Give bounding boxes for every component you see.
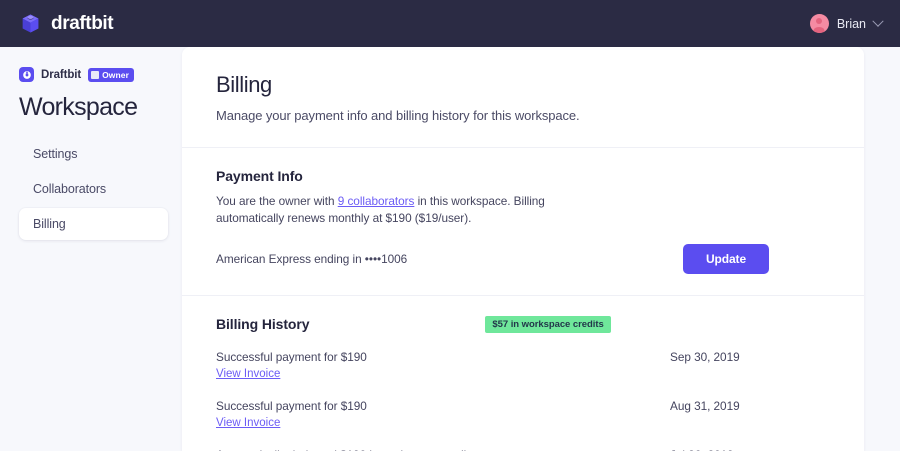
- payment-info-section: Payment Info You are the owner with 9 co…: [182, 148, 864, 295]
- sidebar-item-billing[interactable]: Billing: [19, 208, 168, 240]
- main-content: Billing Manage your payment info and bil…: [182, 47, 900, 451]
- workspace-title: Workspace: [19, 93, 138, 121]
- badge-square-icon: [91, 70, 100, 79]
- brand-name: draftbit: [51, 12, 114, 34]
- section-divider-2: [182, 294, 864, 296]
- payment-info-text-after: in this workspace. Billing automatically…: [216, 194, 545, 225]
- workspace-app-name: Draftbit: [41, 68, 82, 81]
- history-entry: Automatically deducted $190 in workspace…: [216, 448, 475, 451]
- sidebar: Draftbit Owner Workspace Settings Collab…: [0, 47, 182, 451]
- chevron-down-icon: [872, 15, 884, 27]
- page-title: Billing: [216, 72, 272, 97]
- history-description: Automatically deducted $190 in workspace…: [216, 448, 475, 451]
- sidebar-item-collaborators[interactable]: Collaborators: [33, 182, 107, 196]
- billing-history-title: Billing History: [216, 316, 310, 332]
- user-name-label: Brian: [836, 16, 866, 31]
- billing-card: Billing Manage your payment info and bil…: [182, 47, 864, 451]
- history-description: Successful payment for $190: [216, 349, 367, 364]
- history-date: Jul 26, 2019: [670, 448, 830, 451]
- view-invoice-link[interactable]: View Invoice: [216, 416, 281, 429]
- billing-history-header: Billing History $57 in workspace credits: [216, 315, 830, 333]
- owner-badge-label: Owner: [102, 69, 130, 80]
- history-description: Successful payment for $190: [216, 398, 367, 413]
- section-divider: [182, 147, 864, 148]
- sidebar-nav: Settings Collaborators Billing: [19, 138, 168, 240]
- page-layout: Draftbit Owner Workspace Settings Collab…: [0, 47, 900, 451]
- page-subtitle: Manage your payment info and billing his…: [216, 108, 580, 123]
- workspace-credits-badge: $57 in workspace credits: [485, 315, 611, 333]
- view-invoice-link[interactable]: View Invoice: [216, 367, 281, 380]
- avatar: [809, 14, 829, 33]
- payment-method-label: American Express ending in ••••1006: [216, 251, 408, 266]
- history-entry: Successful payment for $190 View Invoice: [216, 399, 367, 431]
- history-entry: Successful payment for $190 View Invoice: [216, 350, 367, 382]
- collaborators-link[interactable]: 9 collaborators: [337, 194, 415, 208]
- table-row: Successful payment for $190 View Invoice…: [216, 350, 830, 382]
- payment-info-text-before: You are the owner with: [216, 194, 338, 208]
- payment-method-row: American Express ending in ••••1006 Upda…: [216, 243, 830, 274]
- table-row: Successful payment for $190 View Invoice…: [216, 399, 830, 431]
- history-date: Aug 31, 2019: [670, 398, 740, 413]
- table-row: Automatically deducted $190 in workspace…: [216, 448, 830, 451]
- brand-logo[interactable]: draftbit: [19, 12, 114, 35]
- user-menu[interactable]: Brian: [809, 14, 884, 33]
- update-button[interactable]: Update: [683, 243, 769, 274]
- top-navigation-bar: draftbit Brian: [0, 0, 900, 47]
- owner-badge: Owner: [88, 67, 135, 82]
- draftbit-app-icon: [19, 67, 34, 82]
- history-date: Sep 30, 2019: [670, 349, 740, 364]
- page-header: Billing Manage your payment info and bil…: [182, 47, 864, 147]
- payment-info-description: You are the owner with 9 collaborators i…: [216, 193, 588, 227]
- cube-icon: [19, 12, 42, 35]
- billing-history-list: Successful payment for $190 View Invoice…: [216, 350, 830, 451]
- payment-info-title: Payment Info: [216, 168, 303, 184]
- billing-history-section: Billing History $57 in workspace credits…: [182, 296, 864, 451]
- sidebar-item-settings[interactable]: Settings: [33, 147, 78, 161]
- workspace-header: Draftbit Owner: [19, 67, 168, 82]
